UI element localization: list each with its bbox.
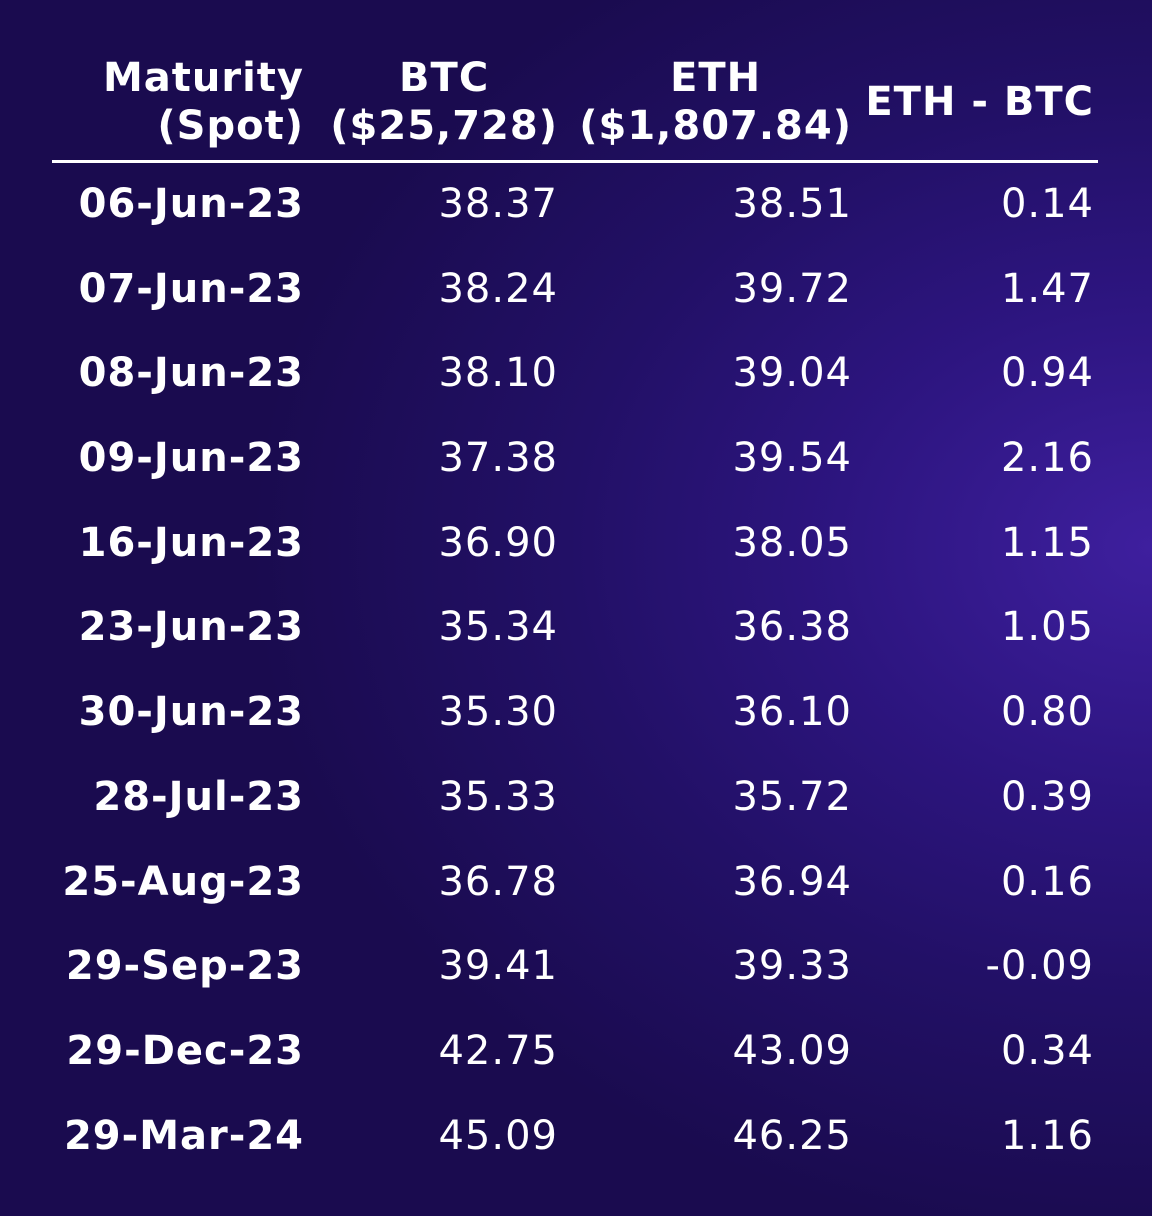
eth-btc-diff-cell: 2.16	[1000, 435, 1094, 482]
eth-btc-diff-cell: 0.34	[1000, 1027, 1094, 1074]
btc-vol-cell: 42.75	[438, 1027, 558, 1074]
table-header: Maturity (Spot) BTC ($25,728) ETH ($1,80…	[0, 52, 1152, 152]
eth-btc-diff-cell: 1.16	[1000, 1112, 1094, 1159]
header-btc-line1: BTC	[399, 55, 490, 101]
table-row: 16-Jun-23 36.90 38.05 1.15	[0, 505, 1152, 590]
table-row: 29-Mar-24 45.09 46.25 1.16	[0, 1098, 1152, 1183]
header-divider	[52, 160, 1098, 163]
eth-btc-diff-cell: 1.15	[1000, 519, 1094, 566]
eth-vol-cell: 39.54	[732, 435, 852, 482]
eth-vol-cell: 46.25	[732, 1112, 852, 1159]
eth-vol-cell: 39.04	[732, 350, 852, 397]
header-eth-line1: ETH	[670, 55, 762, 101]
table-row: 08-Jun-23 38.10 39.04 0.94	[0, 335, 1152, 420]
table-row: 06-Jun-23 38.37 38.51 0.14	[0, 166, 1152, 251]
btc-vol-cell: 37.38	[438, 435, 558, 482]
eth-vol-cell: 36.38	[732, 604, 852, 651]
eth-vol-cell: 39.72	[732, 265, 852, 312]
header-btc: BTC ($25,728)	[330, 52, 558, 152]
eth-vol-cell: 36.10	[732, 689, 852, 736]
maturity-cell: 28-Jul-23	[93, 773, 304, 820]
table-row: 07-Jun-23 38.24 39.72 1.47	[0, 251, 1152, 336]
header-maturity-line2: (Spot)	[157, 103, 304, 149]
btc-vol-cell: 36.90	[438, 519, 558, 566]
table-row: 29-Dec-23 42.75 43.09 0.34	[0, 1013, 1152, 1098]
btc-vol-cell: 36.78	[438, 858, 558, 905]
eth-btc-diff-cell: 1.47	[1000, 265, 1094, 312]
eth-btc-diff-cell: -0.09	[985, 943, 1094, 990]
eth-vol-cell: 38.51	[732, 181, 852, 227]
header-diff-label: ETH - BTC	[865, 79, 1094, 125]
maturity-cell: 29-Dec-23	[66, 1027, 304, 1074]
table-row: 30-Jun-23 35.30 36.10 0.80	[0, 674, 1152, 759]
btc-vol-cell: 38.10	[438, 350, 558, 397]
eth-btc-diff-cell: 0.94	[1000, 350, 1094, 397]
btc-vol-cell: 38.37	[438, 181, 558, 227]
btc-vol-cell: 38.24	[438, 265, 558, 312]
maturity-cell: 25-Aug-23	[62, 858, 304, 905]
maturity-cell: 08-Jun-23	[78, 350, 304, 397]
maturity-cell: 06-Jun-23	[78, 181, 304, 227]
eth-btc-diff-cell: 0.39	[1000, 773, 1094, 820]
eth-vol-cell: 36.94	[732, 858, 852, 905]
header-maturity-line1: Maturity	[102, 55, 304, 101]
table-row: 23-Jun-23 35.34 36.38 1.05	[0, 589, 1152, 674]
eth-vol-cell: 35.72	[732, 773, 852, 820]
btc-vol-cell: 45.09	[438, 1112, 558, 1159]
eth-btc-diff-cell: 1.05	[1000, 604, 1094, 651]
header-eth-minus-btc: ETH - BTC	[865, 52, 1094, 152]
btc-vol-cell: 35.33	[438, 773, 558, 820]
maturity-cell: 07-Jun-23	[78, 265, 304, 312]
eth-vol-cell: 39.33	[732, 943, 852, 990]
btc-vol-cell: 39.41	[438, 943, 558, 990]
eth-btc-diff-cell: 0.16	[1000, 858, 1094, 905]
maturity-cell: 23-Jun-23	[78, 604, 304, 651]
header-btc-line2: ($25,728)	[330, 103, 558, 149]
maturity-cell: 30-Jun-23	[78, 689, 304, 736]
maturity-cell: 16-Jun-23	[78, 519, 304, 566]
table-row: 09-Jun-23 37.38 39.54 2.16	[0, 420, 1152, 505]
table-row: 25-Aug-23 36.78 36.94 0.16	[0, 844, 1152, 929]
maturity-cell: 29-Mar-24	[63, 1112, 304, 1159]
eth-btc-diff-cell: 0.80	[1000, 689, 1094, 736]
eth-vol-cell: 43.09	[732, 1027, 852, 1074]
header-eth-line2: ($1,807.84)	[579, 103, 852, 149]
btc-vol-cell: 35.34	[438, 604, 558, 651]
maturity-cell: 09-Jun-23	[78, 435, 304, 482]
btc-vol-cell: 35.30	[438, 689, 558, 736]
eth-vol-cell: 38.05	[732, 519, 852, 566]
eth-btc-diff-cell: 0.14	[1000, 181, 1094, 227]
table-row: 28-Jul-23 35.33 35.72 0.39	[0, 759, 1152, 844]
table-body: 06-Jun-23 38.37 38.51 0.14 07-Jun-23 38.24 39.…	[0, 166, 1152, 1182]
table-row: 29-Sep-23 39.41 39.33 -0.09	[0, 928, 1152, 1013]
header-maturity: Maturity (Spot)	[103, 52, 304, 152]
header-eth: ETH ($1,807.84)	[579, 52, 852, 152]
maturity-cell: 29-Sep-23	[65, 943, 304, 990]
